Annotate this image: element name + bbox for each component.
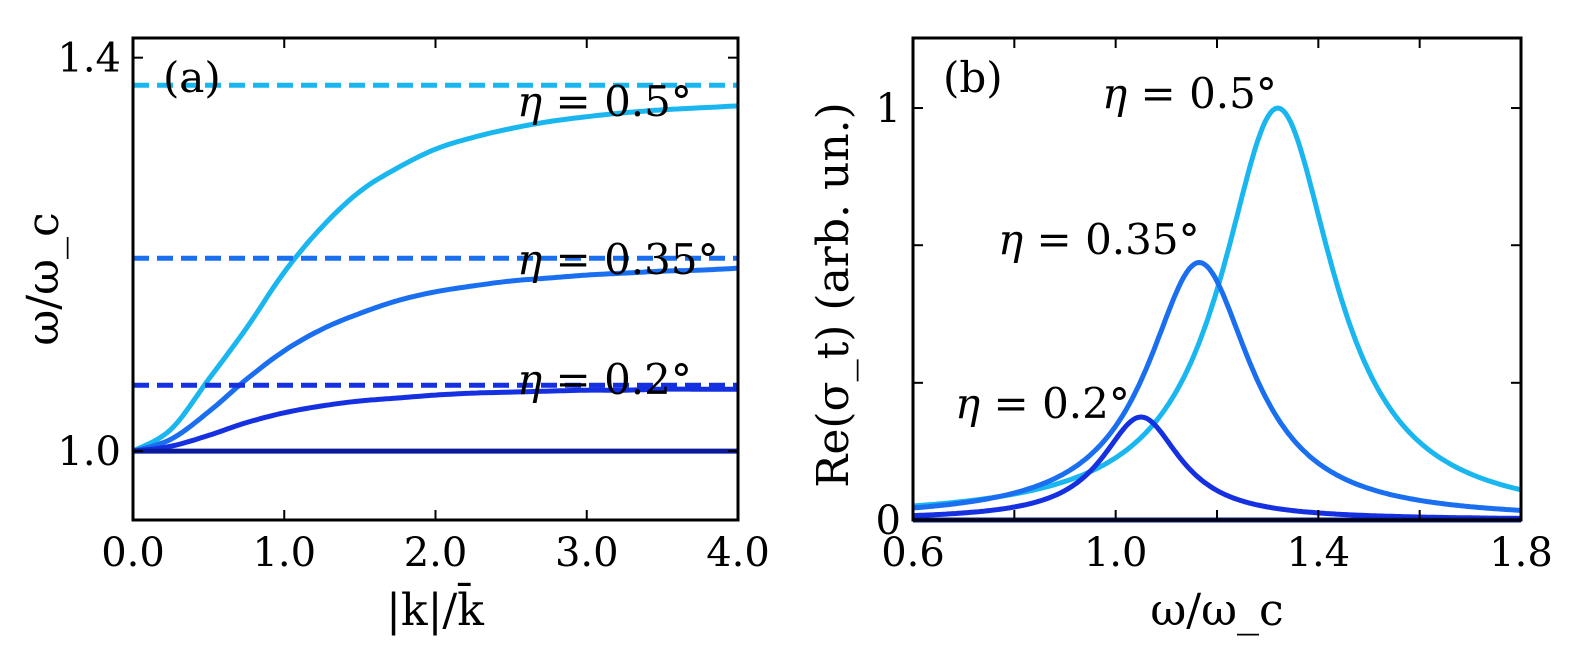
panel-a-ylabel: ω/ω_c xyxy=(18,212,69,345)
panel-b-ticks: 0.6 1.0 1.4 1.8 0 1 xyxy=(876,38,1553,576)
panel-a-series-5 xyxy=(132,386,739,454)
panel-b-anno-eta-05: η = 0.5° xyxy=(1102,69,1277,118)
panel-a-anno-eta-05: η = 0.5° xyxy=(517,77,692,126)
anno-eta-symbol: η xyxy=(1102,69,1127,118)
panel-a-xtick-label: 2.0 xyxy=(404,530,468,576)
panel-b-xtick-label: 0.6 xyxy=(881,530,945,576)
anno-eta-value: = 0.5° xyxy=(542,77,692,126)
panel-b-anno-eta-02: η = 0.2° xyxy=(955,379,1130,428)
anno-eta-symbol: η xyxy=(517,355,542,404)
panel-b-ytick-label: 1 xyxy=(876,86,901,132)
panel-b-series-0 xyxy=(912,105,1522,509)
panel-b-xtick-label: 1.0 xyxy=(1084,530,1148,576)
anno-eta-symbol: η xyxy=(998,215,1023,264)
anno-eta-symbol: η xyxy=(517,77,542,126)
anno-eta-value: = 0.35° xyxy=(542,235,718,284)
panel-b-xtick-label: 1.4 xyxy=(1287,530,1351,576)
panel-a-xlabel: |k|/k̄ xyxy=(386,581,484,636)
anno-eta-symbol: η xyxy=(517,235,542,284)
panel-a-ytick-label: 1.0 xyxy=(57,429,121,475)
panel-a-curves xyxy=(131,82,739,454)
panel-b-label: (b) xyxy=(943,53,1003,102)
panel-a-xtick-label: 4.0 xyxy=(706,530,770,576)
panel-a-xtick-label: 1.0 xyxy=(252,530,316,576)
panel-a-ticks: 0.0 1.0 2.0 3.0 4.0 1.0 1.4 xyxy=(57,36,769,576)
panel-a-label: (a) xyxy=(163,53,221,102)
panel-b: 0.6 1.0 1.4 1.8 0 1 (b) η = 0.5° η = 0.35° η … xyxy=(808,36,1553,636)
anno-eta-value: = 0.5° xyxy=(1127,69,1277,118)
anno-eta-symbol: η xyxy=(955,379,980,428)
panel-b-curves xyxy=(912,105,1522,523)
panel-b-series-1 xyxy=(912,260,1522,513)
panel-a: 0.0 1.0 2.0 3.0 4.0 1.0 1.4 (a) η = 0.5° η = 0… xyxy=(18,36,770,636)
panel-b-ytick-label: 0 xyxy=(876,498,901,544)
anno-eta-value: = 0.2° xyxy=(542,355,692,404)
panel-b-ylabel: Re(σ_t) (arb. un.) xyxy=(808,102,859,488)
panel-b-anno-eta-035: η = 0.35° xyxy=(998,215,1200,264)
panel-a-anno-eta-035: η = 0.35° xyxy=(517,235,719,284)
panel-a-xtick-label: 3.0 xyxy=(555,530,619,576)
panel-a-anno-eta-02: η = 0.2° xyxy=(517,355,692,404)
panel-a-xtick-label: 0.0 xyxy=(101,530,165,576)
panel-b-xtick-label: 1.8 xyxy=(1489,530,1553,576)
panel-b-xlabel: ω/ω_c xyxy=(1150,585,1283,636)
panel-a-series-3 xyxy=(132,265,739,454)
anno-eta-value: = 0.2° xyxy=(980,379,1130,428)
panel-a-ytick-label: 1.4 xyxy=(57,36,121,82)
panel-a-series-1 xyxy=(131,103,739,454)
anno-eta-value: = 0.35° xyxy=(1023,215,1199,264)
